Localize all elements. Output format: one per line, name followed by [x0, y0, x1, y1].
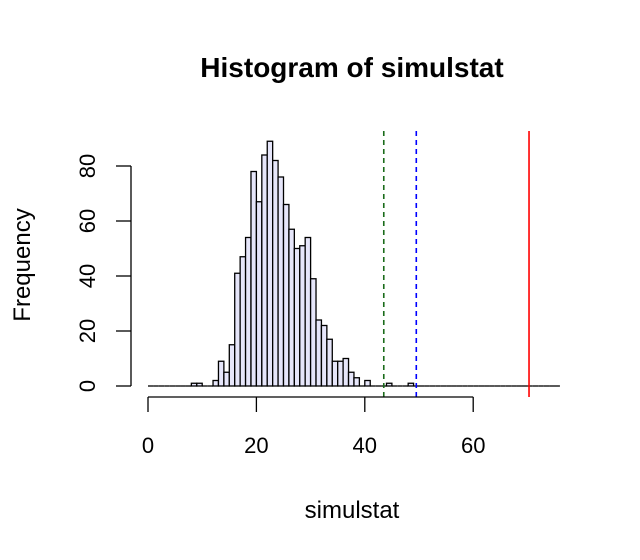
histogram-bar: [320, 324, 328, 387]
histogram-bars: [148, 140, 560, 387]
y-tick-label: 60: [75, 209, 100, 233]
histogram-bar: [255, 201, 263, 387]
histogram-bar: [299, 245, 306, 387]
histogram-bar: [337, 360, 344, 387]
reference-lines: [382, 131, 530, 397]
histogram-bar: [326, 338, 333, 387]
x-tick-label: 20: [244, 433, 268, 458]
histogram-bar: [239, 256, 247, 387]
histogram-bar: [266, 140, 274, 387]
histogram-bar: [212, 379, 220, 387]
histogram-bar: [228, 344, 236, 387]
y-tick-label: 40: [75, 264, 100, 288]
histogram-bar: [190, 382, 198, 387]
x-tick-label: 60: [461, 433, 485, 458]
histogram-bar: [250, 170, 258, 387]
x-axis: 0 20 40 60: [142, 396, 485, 458]
histogram-bar: [293, 247, 301, 387]
x-tick-label: 0: [142, 433, 154, 458]
histogram-bar: [364, 379, 371, 387]
x-tick-label: 40: [353, 433, 377, 458]
histogram-bar: [288, 228, 295, 387]
histogram-bar: [196, 382, 203, 387]
y-axis: 0 20 40 60 80: [75, 154, 132, 392]
x-axis-label: simulstat: [305, 497, 400, 524]
histogram-bar: [217, 360, 225, 387]
histogram-bar: [261, 154, 268, 387]
histogram-bar: [385, 382, 393, 387]
y-tick-label: 0: [75, 380, 100, 392]
y-tick-label: 20: [75, 319, 100, 343]
histogram-bar: [315, 319, 323, 387]
y-axis-label: Frequency: [9, 208, 36, 321]
histogram-bar: [244, 236, 252, 387]
y-tick-label: 80: [75, 154, 100, 178]
chart-title: Histogram of simulstat: [200, 52, 503, 83]
histogram-bar: [342, 357, 350, 387]
histogram-bar: [304, 236, 312, 387]
histogram-bar: [223, 371, 230, 387]
histogram-bar: [407, 382, 415, 387]
histogram-bar: [347, 371, 355, 387]
histogram-bar: [272, 159, 279, 387]
histogram-bar: [331, 360, 339, 387]
histogram-bar: [277, 176, 285, 387]
histogram-bar: [282, 203, 290, 387]
histogram-bar: [234, 272, 241, 387]
histogram-bar: [353, 377, 361, 387]
histogram-bar: [309, 278, 317, 387]
